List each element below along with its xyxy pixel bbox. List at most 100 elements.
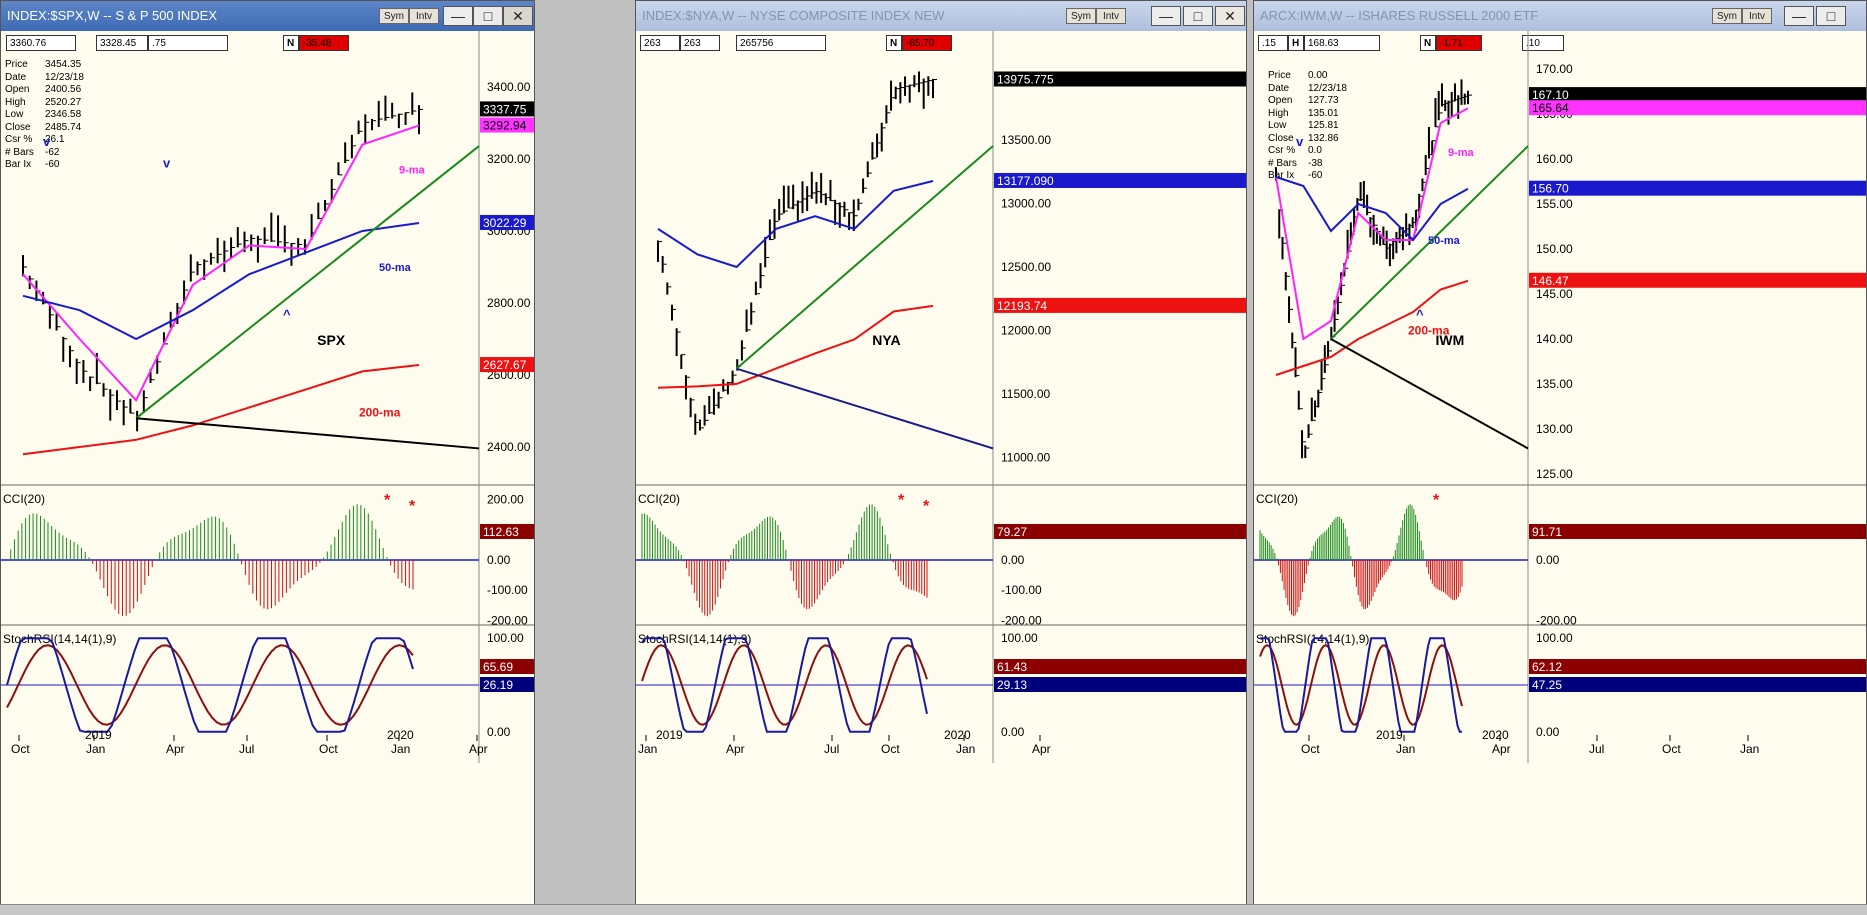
info-value: -1.71 xyxy=(1440,38,1463,49)
info-key: Bar Ix xyxy=(1268,170,1295,181)
year-label: 2020 xyxy=(387,728,414,742)
maximize-button[interactable]: □ xyxy=(1183,6,1213,26)
info-cell: 3360.76 xyxy=(6,35,76,51)
price-tag xyxy=(480,101,534,117)
stoch-signal-line xyxy=(6,644,414,726)
intv-button[interactable]: Intv xyxy=(1742,8,1772,24)
chart-window-spx[interactable]: INDEX:$SPX,W -- S & P 500 INDEX Sym Intv… xyxy=(0,0,535,914)
minimize-button[interactable]: — xyxy=(443,6,473,26)
info-cell: N xyxy=(1420,35,1436,51)
cci-tick-label: -200.00 xyxy=(1001,613,1042,627)
turn-mark: v xyxy=(1296,134,1304,149)
window-title: INDEX:$NYA,W -- NYSE COMPOSITE INDEX NEW xyxy=(642,8,945,23)
chart-window-iwm[interactable]: ARCX:IWM,W -- ISHARES RUSSELL 2000 ETF S… xyxy=(1253,0,1867,914)
price-tick-label: 140.00 xyxy=(1536,332,1573,346)
window-title: INDEX:$SPX,W -- S & P 500 INDEX xyxy=(7,8,217,23)
stoch-line xyxy=(641,637,928,733)
stoch-tag-label: 29.13 xyxy=(997,678,1027,692)
info-row: Close 2485.74 xyxy=(5,122,84,135)
cci-star: * xyxy=(1433,492,1440,509)
price-tag xyxy=(480,357,534,373)
window-titlebar[interactable]: INDEX:$NYA,W -- NYSE COMPOSITE INDEX NEW… xyxy=(636,1,1246,31)
info-key: Open xyxy=(5,84,30,95)
cursor-info-box: Price 3454.35 Date 12/23/18 Open 2400.56 Hi… xyxy=(5,59,84,172)
info-key: High xyxy=(5,96,26,108)
info-row: High 135.01 xyxy=(1268,108,1347,121)
x-tick-label: Jan xyxy=(638,742,657,756)
info-val: 26.1 xyxy=(45,134,65,145)
close-button[interactable]: ✕ xyxy=(1215,6,1245,26)
info-row: Csr % 26.1 xyxy=(5,134,84,147)
cci-label: CCI(20) xyxy=(3,492,45,506)
trendline-green xyxy=(135,145,480,419)
info-value: 263 xyxy=(644,38,661,49)
symbol-label: NYA xyxy=(872,332,900,348)
price-tag-label: 12193.74 xyxy=(997,299,1047,313)
intv-button[interactable]: Intv xyxy=(409,8,439,24)
maximize-button[interactable]: □ xyxy=(1816,6,1846,26)
x-tick-label: Oct xyxy=(319,742,338,756)
minimize-button[interactable]: — xyxy=(1151,6,1181,26)
cci-tick-label: 0.00 xyxy=(487,553,511,567)
info-row: Price 3454.35 xyxy=(5,59,84,72)
x-tick-label: Oct xyxy=(11,742,30,756)
cci-label: CCI(20) xyxy=(638,492,680,506)
info-cell: 263 xyxy=(640,35,680,51)
info-val: -60 xyxy=(1308,170,1323,181)
info-row: Date 12/23/18 xyxy=(5,72,84,85)
info-row: Bar Ix -60 xyxy=(1268,170,1347,183)
window-titlebar[interactable]: INDEX:$SPX,W -- S & P 500 INDEX Sym Intv… xyxy=(1,1,534,31)
nya-chart-svg[interactable]: 13500.00 13000.00 12500.00 12000.00 11500.00… xyxy=(636,31,1247,914)
info-cell: 168.63 xyxy=(1304,35,1380,51)
close-button[interactable]: ✕ xyxy=(503,6,533,26)
maximize-button[interactable]: □ xyxy=(473,6,503,26)
ma-line xyxy=(657,304,934,389)
ma-line xyxy=(657,180,934,269)
x-tick-label: Apr xyxy=(1032,742,1051,756)
stoch-label: StochRSI(14,14(1),9) xyxy=(638,632,751,646)
info-cell: -85.70 xyxy=(902,35,952,51)
info-row: Price 0.00 xyxy=(1268,70,1347,83)
sym-button[interactable]: Sym xyxy=(1066,8,1096,24)
year-label: 2020 xyxy=(1482,728,1509,742)
info-value: N xyxy=(890,38,898,49)
sym-button[interactable]: Sym xyxy=(1712,8,1742,24)
stoch-line xyxy=(1260,637,1462,733)
info-val: 0.00 xyxy=(1308,70,1328,81)
cci-tag xyxy=(1529,524,1866,539)
price-tag-label: 167.10 xyxy=(1532,88,1569,102)
trendline-long xyxy=(136,417,480,450)
info-row: Low 2346.58 xyxy=(5,109,84,122)
horizontal-scrollbar[interactable] xyxy=(0,904,1867,915)
spx-chart-svg[interactable]: 3400.003200.003000.002800.002600.002400.… xyxy=(1,31,535,914)
cci-star: * xyxy=(898,492,905,509)
iwm-chart-svg[interactable]: 170.00165.00160.00155.00150.00145.00140.… xyxy=(1254,31,1867,914)
price-tick-label: 11500.00 xyxy=(1001,387,1050,401)
price-tick-label: 150.00 xyxy=(1536,242,1573,256)
info-value: -35.48 xyxy=(303,38,332,49)
info-val: 2520.27 xyxy=(45,96,82,108)
price-tag-label: 2627.67 xyxy=(483,358,527,372)
cci-star: * xyxy=(384,492,391,509)
price-tick-label: 135.00 xyxy=(1536,377,1573,391)
x-tick-label: Oct xyxy=(881,742,900,756)
window-titlebar[interactable]: ARCX:IWM,W -- ISHARES RUSSELL 2000 ETF S… xyxy=(1254,1,1866,31)
x-tick-label: Oct xyxy=(1301,742,1320,756)
stoch-tick-label: 0.00 xyxy=(487,725,511,739)
minimize-button[interactable]: — xyxy=(1784,6,1814,26)
info-key: Close xyxy=(1268,132,1294,144)
cci-tick-label: 200.00 xyxy=(487,493,524,507)
intv-button[interactable]: Intv xyxy=(1096,8,1126,24)
sym-button[interactable]: Sym xyxy=(379,8,409,24)
chart-window-nya[interactable]: INDEX:$NYA,W -- NYSE COMPOSITE INDEX NEW… xyxy=(635,0,1247,914)
price-tag-label: 3022.29 xyxy=(483,216,527,230)
info-cell: -1.71 xyxy=(1436,35,1482,51)
cci-tag-label: 79.27 xyxy=(997,525,1027,539)
info-val: 127.73 xyxy=(1308,95,1339,106)
info-key: # Bars xyxy=(1268,157,1297,169)
info-val: -62 xyxy=(45,146,60,158)
cci-tick-label: 0.00 xyxy=(1001,553,1025,567)
info-cell: 3328.45 xyxy=(96,35,148,51)
info-key: Price xyxy=(5,59,28,70)
stoch-signal-line xyxy=(641,644,928,726)
